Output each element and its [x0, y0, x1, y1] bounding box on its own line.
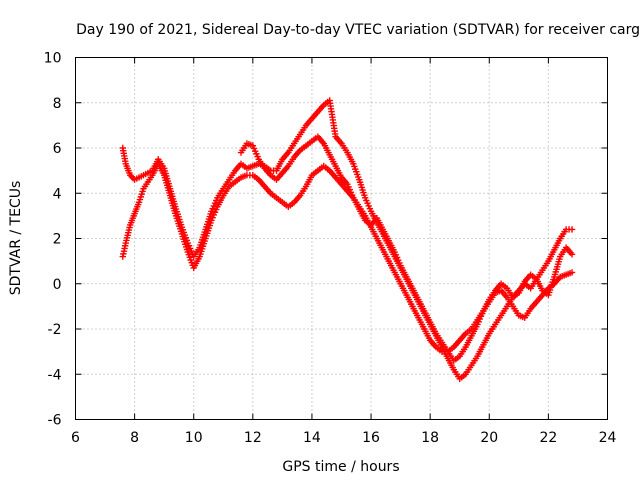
y-tick-label: -6	[48, 413, 62, 429]
data-point	[568, 269, 576, 276]
x-tick-label: 6	[71, 430, 80, 446]
x-tick-label: 22	[539, 430, 557, 446]
y-tick-label: 8	[53, 96, 62, 112]
y-tick-label: 10	[44, 51, 62, 67]
y-tick-labels: -6 -4 -2 0 2 4 6 8 10	[44, 51, 62, 429]
x-tick-label: 12	[244, 430, 262, 446]
y-tick-label: -4	[48, 367, 62, 383]
chart-title: Day 190 of 2021, Sidereal Day-to-day VTE…	[76, 22, 640, 38]
y-tick-label: 2	[53, 232, 62, 248]
axis-ticks	[75, 57, 608, 420]
grid-lines	[75, 57, 608, 420]
x-axis-label: GPS time / hours	[282, 459, 399, 475]
x-tick-label: 20	[480, 430, 498, 446]
x-tick-label: 10	[185, 430, 203, 446]
x-tick-label: 16	[362, 430, 380, 446]
series-2	[119, 97, 576, 382]
x-tick-labels: 6 8 10 12 14 16 18 20 22 24	[71, 430, 616, 446]
data-points	[119, 97, 576, 382]
data-point	[568, 251, 576, 258]
series-3	[237, 133, 576, 364]
x-tick-label: 24	[599, 430, 617, 446]
x-tick-label: 14	[303, 430, 321, 446]
y-tick-label: -2	[48, 322, 62, 338]
x-tick-label: 18	[421, 430, 439, 446]
y-tick-label: 0	[53, 277, 62, 293]
data-point	[568, 226, 576, 233]
y-axis-label: SDTVAR / TECUs	[8, 181, 24, 296]
y-tick-label: 4	[53, 186, 62, 202]
y-tick-label: 6	[53, 141, 62, 157]
x-tick-label: 8	[130, 430, 139, 446]
